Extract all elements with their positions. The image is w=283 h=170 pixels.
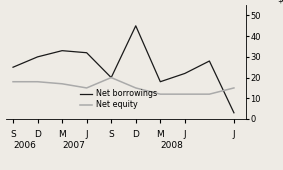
Text: J: J bbox=[233, 130, 235, 139]
Net borrowings bbox=[232, 112, 236, 114]
Net borrowings bbox=[183, 72, 186, 74]
Text: J: J bbox=[85, 130, 88, 139]
Net equity bbox=[85, 87, 88, 89]
Net borrowings bbox=[36, 56, 39, 58]
Text: 2006: 2006 bbox=[13, 141, 36, 150]
Net equity bbox=[158, 93, 162, 95]
Text: D: D bbox=[132, 130, 139, 139]
Net equity bbox=[134, 87, 138, 89]
Text: M: M bbox=[58, 130, 66, 139]
Line: Net equity: Net equity bbox=[13, 78, 234, 94]
Net borrowings bbox=[60, 50, 64, 52]
Net equity bbox=[36, 81, 39, 83]
Text: D: D bbox=[34, 130, 41, 139]
Text: $b: $b bbox=[278, 0, 283, 4]
Net equity bbox=[183, 93, 186, 95]
Net equity bbox=[208, 93, 211, 95]
Net equity bbox=[11, 81, 15, 83]
Net borrowings bbox=[134, 25, 138, 27]
Net borrowings bbox=[158, 81, 162, 83]
Net borrowings bbox=[110, 76, 113, 79]
Text: S: S bbox=[108, 130, 114, 139]
Net borrowings bbox=[208, 60, 211, 62]
Line: Net borrowings: Net borrowings bbox=[13, 26, 234, 113]
Net equity bbox=[232, 87, 236, 89]
Net equity bbox=[60, 83, 64, 85]
Net borrowings bbox=[85, 52, 88, 54]
Text: S: S bbox=[10, 130, 16, 139]
Net equity bbox=[110, 76, 113, 79]
Text: 2008: 2008 bbox=[160, 141, 183, 150]
Text: M: M bbox=[156, 130, 164, 139]
Net borrowings bbox=[11, 66, 15, 68]
Text: 2007: 2007 bbox=[62, 141, 85, 150]
Legend: Net borrowings, Net equity: Net borrowings, Net equity bbox=[77, 86, 160, 113]
Text: J: J bbox=[184, 130, 186, 139]
